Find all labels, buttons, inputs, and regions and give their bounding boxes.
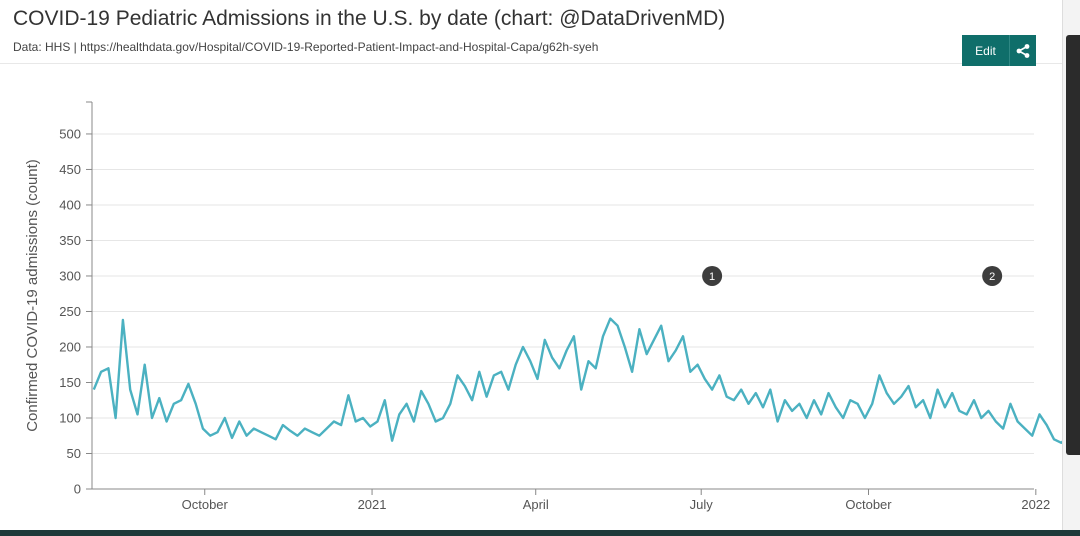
x-tick-label: October: [845, 497, 892, 512]
y-tick-label: 300: [59, 268, 81, 283]
bottom-bar: [0, 530, 1080, 536]
x-tick-label: July: [690, 497, 714, 512]
y-tick-label: 0: [74, 482, 81, 497]
data-source-note: Data: HHS | https://healthdata.gov/Hospi…: [13, 40, 599, 54]
y-tick-label: 200: [59, 339, 81, 354]
y-tick-label: 500: [59, 126, 81, 141]
annotation-marker[interactable]: [982, 265, 1003, 286]
x-tick-label: 2021: [358, 497, 387, 512]
y-tick-label: 50: [67, 446, 81, 461]
x-tick-label: 2022: [1021, 497, 1050, 512]
y-axis-ticks: 0 50 100 150 200 250 300 350 400 450 500: [59, 101, 92, 497]
header-divider: [0, 63, 1062, 64]
chart-title: COVID-19 Pediatric Admissions in the U.S…: [13, 7, 726, 30]
chart-actions: Edit: [962, 35, 1036, 66]
y-tick-label: 400: [59, 197, 81, 212]
y-tick-label: 450: [59, 162, 81, 177]
side-scroll-handle[interactable]: [1066, 35, 1080, 455]
y-tick-label: 100: [59, 410, 81, 425]
annotation-label: 1: [709, 271, 715, 283]
y-tick-label: 350: [59, 233, 81, 248]
x-axis-ticks: October 2021 April July October 2022: [182, 489, 1050, 512]
x-tick-label: April: [523, 497, 549, 512]
annotation-marker[interactable]: [702, 265, 723, 286]
share-icon: [1016, 43, 1030, 58]
series-line: [92, 317, 1062, 444]
share-button[interactable]: [1010, 35, 1036, 66]
y-axis-label: Confirmed COVID-19 admissions (count): [24, 159, 41, 432]
annotation-label: 2: [989, 271, 995, 283]
y-tick-label: 150: [59, 375, 81, 390]
x-tick-label: October: [182, 497, 229, 512]
y-tick-label: 250: [59, 304, 81, 319]
edit-button[interactable]: Edit: [962, 35, 1010, 66]
gridlines: [92, 133, 1034, 454]
